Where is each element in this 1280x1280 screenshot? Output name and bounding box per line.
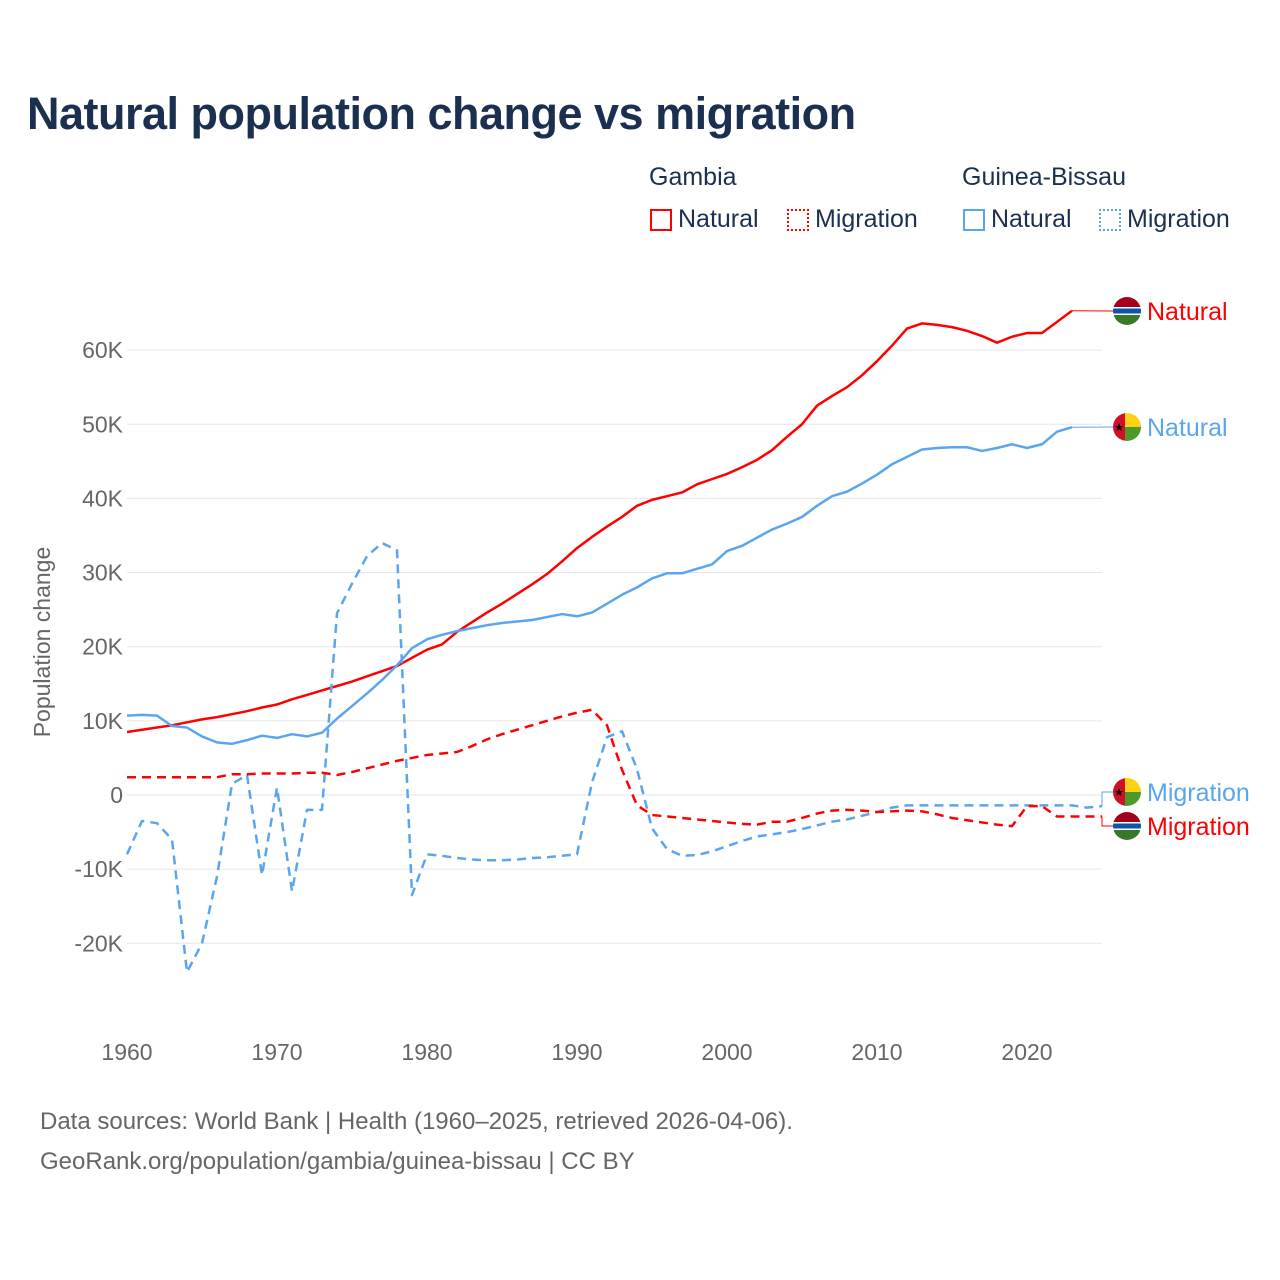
flag-body: ★ xyxy=(1113,778,1141,806)
legend-label: Migration xyxy=(1127,205,1230,233)
flag-body xyxy=(1113,812,1141,840)
legend-swatch-solid-icon xyxy=(963,208,985,231)
y-tick-label: 50K xyxy=(82,411,124,437)
legend-label: Migration xyxy=(815,205,918,233)
footer-sources: Data sources: World Bank | Health (1960–… xyxy=(40,1108,793,1135)
flag-star: ★ xyxy=(1114,787,1124,799)
flag-stripe-red xyxy=(1113,812,1141,822)
flag-stripe-green xyxy=(1113,315,1141,325)
gambia-flag-icon xyxy=(1113,812,1141,840)
flag-band-red xyxy=(1113,778,1125,806)
y-tick-label: 40K xyxy=(82,485,124,511)
flag-band-green xyxy=(1125,792,1141,806)
x-tick-label: 2000 xyxy=(701,1039,752,1065)
flag-stripe-green xyxy=(1113,830,1141,840)
y-tick-label: 30K xyxy=(82,560,124,586)
end-label: Migration xyxy=(1147,779,1250,807)
x-tick-label: 2020 xyxy=(1001,1039,1052,1065)
x-tick-label: 1970 xyxy=(251,1039,302,1065)
flag-stripe-blue xyxy=(1113,308,1141,314)
legend-gambia-migration[interactable]: Migration xyxy=(787,205,918,234)
gambia-flag-icon xyxy=(1113,297,1141,325)
legend-gambia-natural[interactable]: Natural xyxy=(650,205,759,234)
footer-link[interactable]: GeoRank.org/population/gambia/guinea-bis… xyxy=(40,1148,635,1175)
y-tick-label: 10K xyxy=(82,708,124,734)
end-label: Natural xyxy=(1147,298,1228,326)
end-connector xyxy=(1101,816,1113,827)
x-tick-label: 1960 xyxy=(101,1039,152,1065)
flag-band-yellow xyxy=(1125,413,1141,427)
series-line-guinea-bissau-migration xyxy=(125,541,1103,974)
legend-group-gambia: Gambia xyxy=(649,163,737,191)
y-tick-label: -20K xyxy=(74,930,123,956)
legend-label: Natural xyxy=(991,205,1072,233)
end-connector xyxy=(1101,791,1113,807)
flag-band-yellow xyxy=(1125,778,1141,792)
x-tick-label: 1990 xyxy=(551,1039,602,1065)
x-tick-label: 1980 xyxy=(401,1039,452,1065)
legend-label: Natural xyxy=(678,205,759,233)
y-tick-label: -10K xyxy=(74,856,123,882)
flag-band-red xyxy=(1113,413,1125,441)
y-tick-label: 60K xyxy=(82,337,124,363)
y-axis-label: Population change xyxy=(29,547,55,738)
guinea-bissau-flag-icon: ★ xyxy=(1113,778,1141,806)
chart-title: Natural population change vs migration xyxy=(27,88,856,139)
y-tick-label: 20K xyxy=(82,634,124,660)
legend-swatch-dotted-icon xyxy=(1099,208,1121,231)
flag-stripe-red xyxy=(1113,297,1141,307)
x-tick-label: 2010 xyxy=(851,1039,902,1065)
flag-band-green xyxy=(1125,427,1141,441)
series-line-guinea-bissau-natural xyxy=(126,426,1073,746)
legend-group-guinea-bissau: Guinea-Bissau xyxy=(962,163,1126,191)
flag-body: ★ xyxy=(1113,413,1141,441)
flag-stripe-blue xyxy=(1113,823,1141,829)
legend-guinea-bissau-migration[interactable]: Migration xyxy=(1099,205,1230,234)
legend-swatch-solid-icon xyxy=(650,208,672,231)
legend-guinea-bissau-natural[interactable]: Natural xyxy=(963,205,1072,234)
end-label: Natural xyxy=(1147,414,1228,442)
flag-star: ★ xyxy=(1114,422,1124,434)
legend-swatch-dotted-icon xyxy=(787,208,809,231)
flag-body xyxy=(1113,297,1141,325)
series-line-gambia-migration xyxy=(127,708,1102,828)
y-tick-label: 0 xyxy=(110,782,123,808)
end-label: Migration xyxy=(1147,813,1250,841)
series-line-gambia-natural xyxy=(126,309,1073,734)
guinea-bissau-flag-icon: ★ xyxy=(1113,413,1141,441)
